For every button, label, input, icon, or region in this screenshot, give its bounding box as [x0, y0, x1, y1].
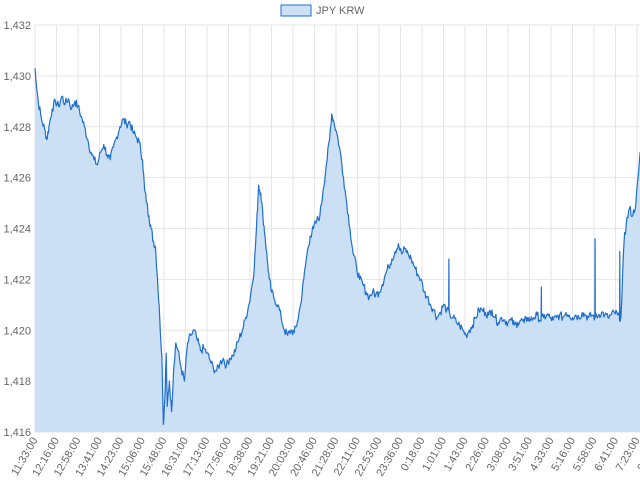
- y-tick-label: 1,428: [3, 122, 31, 134]
- y-tick-label: 1,416: [3, 427, 31, 439]
- series-line-jpy-krw: [34, 68, 640, 425]
- legend-swatch[interactable]: [280, 4, 312, 17]
- series-fill-jpy-krw: [35, 68, 640, 432]
- legend[interactable]: JPY KRW: [280, 4, 365, 17]
- legend-label[interactable]: JPY KRW: [316, 5, 365, 17]
- y-tick-label: 1,424: [3, 224, 31, 236]
- y-axis-tick-labels: 1,416 1,418 1,420 1,422 1,424 1,426 1,428 1,430…: [3, 20, 31, 439]
- y-tick-label: 1,426: [3, 173, 31, 185]
- series-area: [34, 68, 640, 432]
- y-tick-label: 1,420: [3, 325, 31, 337]
- y-tick-label: 1,432: [3, 20, 31, 32]
- y-tick-label: 1,422: [3, 274, 31, 286]
- y-tick-label: 1,418: [3, 376, 31, 388]
- x-axis-tick-labels: 11:33:0012:16:0012:58:0013:41:0014:23:00…: [9, 436, 640, 479]
- y-tick-label: 1,430: [3, 71, 31, 83]
